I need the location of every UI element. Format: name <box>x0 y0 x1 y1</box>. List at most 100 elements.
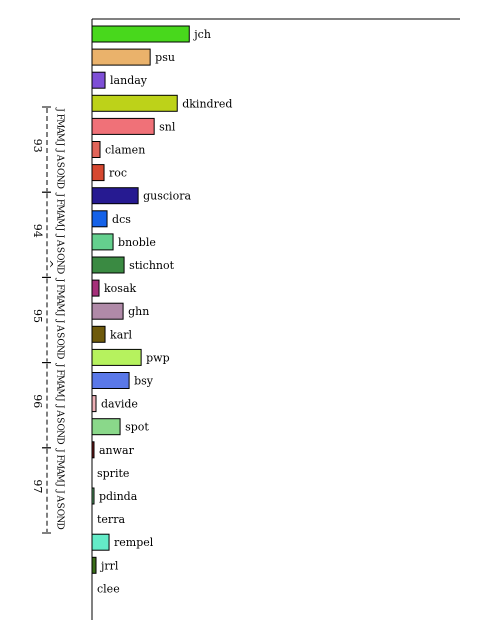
bar-pwp <box>91 348 142 366</box>
bar-anwar <box>91 441 95 459</box>
month-label: J <box>55 192 65 197</box>
year-label-96: 96 <box>31 394 44 408</box>
bar-dkindred <box>91 94 178 112</box>
month-label: M <box>55 119 65 128</box>
month-label: A <box>55 409 65 417</box>
month-label: A <box>55 382 65 390</box>
month-label: J <box>55 148 65 153</box>
year-label-97: 97 <box>31 479 44 493</box>
bar-label-kosak: kosak <box>104 282 136 295</box>
month-label: M <box>55 474 65 483</box>
bar-label-spot: spot <box>125 421 149 434</box>
time-axis-label: ^ <box>42 259 55 268</box>
bar-label-terra: terra <box>97 513 125 526</box>
month-label: S <box>55 247 65 253</box>
month-label: M <box>55 388 65 397</box>
month-label: A <box>55 495 65 503</box>
month-label: F <box>55 199 65 205</box>
bar-landay <box>91 71 106 89</box>
month-label: D <box>55 523 65 530</box>
month-label: O <box>55 424 65 431</box>
month-label: A <box>55 324 65 332</box>
bar-label-sprite: sprite <box>97 467 129 480</box>
bar-label-pdinda: pdinda <box>99 490 138 503</box>
month-label: J <box>55 397 65 402</box>
month-label: M <box>55 204 65 213</box>
month-label: J <box>55 363 65 368</box>
bar-label-clee: clee <box>97 582 120 595</box>
bar-label-pwp: pwp <box>146 351 170 364</box>
month-label: J <box>55 319 65 324</box>
bar-spot <box>91 418 121 436</box>
bar-label-gusciora: gusciora <box>143 190 191 203</box>
year-label-94: 94 <box>31 224 44 238</box>
bar-label-bsy: bsy <box>134 375 154 388</box>
bar-label-clamen: clamen <box>105 144 145 157</box>
month-label: N <box>55 260 65 268</box>
month-label: D <box>55 352 65 359</box>
bar-davide <box>91 395 97 413</box>
bar-bsy <box>91 372 130 389</box>
month-label: F <box>55 114 65 120</box>
bar-label-snl: snl <box>159 120 176 133</box>
month-label: S <box>55 162 65 168</box>
month-label: J <box>55 482 65 487</box>
bar-gusciora <box>91 187 139 205</box>
month-label: O <box>55 338 65 345</box>
bars-group: jch psu landay dkindred snl clamen roc gusciora… <box>91 25 232 595</box>
bar-dcs <box>91 210 108 228</box>
bar-snl <box>91 117 155 135</box>
month-label: J <box>55 107 65 112</box>
bar-karl <box>91 325 106 343</box>
month-label: J <box>55 404 65 409</box>
bar-jch <box>91 25 190 43</box>
month-label: N <box>55 515 65 523</box>
month-label: M <box>55 218 65 227</box>
bar-rempel <box>91 533 110 551</box>
bar-label-dkindred: dkindred <box>182 97 232 110</box>
bar-label-landay: landay <box>110 74 148 87</box>
bar-stichnot <box>91 256 125 274</box>
month-label: S <box>55 503 65 509</box>
month-label: A <box>55 239 65 247</box>
month-label: J <box>55 141 65 146</box>
bar-label-psu: psu <box>155 51 175 64</box>
month-label: M <box>55 133 65 142</box>
month-label: N <box>55 175 65 183</box>
month-label: O <box>55 509 65 516</box>
month-label: D <box>55 267 65 274</box>
time-axis: JFMAMJJASOND93JFMAMJJASOND94JFMAMJJASOND… <box>31 106 65 534</box>
year-label-93: 93 <box>31 139 44 153</box>
bar-label-stichnot: stichnot <box>129 259 175 272</box>
month-label: F <box>55 369 65 375</box>
year-label-95: 95 <box>31 309 44 323</box>
bar-label-ghn: ghn <box>128 305 149 318</box>
month-label: S <box>55 417 65 423</box>
month-label: J <box>55 489 65 494</box>
month-label: A <box>55 126 65 134</box>
month-label: N <box>55 345 65 353</box>
bar-roc <box>91 164 105 182</box>
bar-label-karl: karl <box>110 328 132 341</box>
bar-label-bnoble: bnoble <box>118 236 156 249</box>
bar-label-roc: roc <box>109 167 127 180</box>
bar-label-dcs: dcs <box>112 213 131 226</box>
month-label: A <box>55 212 65 220</box>
month-label: D <box>55 437 65 444</box>
bar-label-rempel: rempel <box>114 536 154 549</box>
bar-label-anwar: anwar <box>99 444 135 457</box>
month-label: J <box>55 312 65 317</box>
bar-jrrl <box>91 556 97 574</box>
month-label: O <box>55 168 65 175</box>
bar-label-jrrl: jrrl <box>99 559 119 572</box>
month-label: S <box>55 332 65 338</box>
month-label: M <box>55 460 65 469</box>
bar-psu <box>91 48 151 66</box>
bar-kosak <box>91 279 100 297</box>
month-label: A <box>55 467 65 475</box>
month-label: J <box>55 448 65 453</box>
month-label: J <box>55 278 65 283</box>
bar-label-jch: jch <box>192 28 211 41</box>
month-label: O <box>55 253 65 260</box>
